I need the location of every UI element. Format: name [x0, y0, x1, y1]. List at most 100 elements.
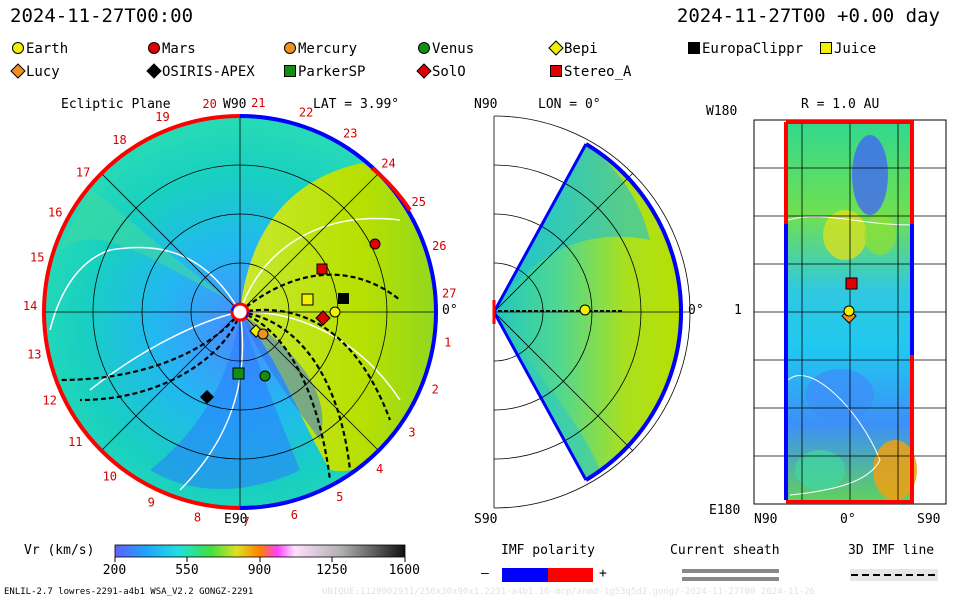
ecliptic-lat-label: LAT = 3.99°: [313, 97, 400, 112]
radial-w180-label: W180: [706, 104, 738, 119]
radial-s90-label: S90: [917, 512, 941, 527]
carrington-label: 8: [194, 511, 201, 525]
reference-time: 2024-11-27T00 +0.00 day: [676, 5, 940, 27]
diamond-marker-icon: [548, 40, 564, 56]
radial-stereo-a-marker: [845, 277, 858, 290]
carrington-label: 2: [432, 383, 439, 397]
carrington-label: 16: [48, 205, 62, 219]
radial-e180-label: E180: [709, 503, 741, 518]
imf-3d-line-label: 3D IMF line: [848, 543, 935, 558]
circle-marker-icon: [12, 42, 24, 54]
carrington-label: 17: [76, 165, 90, 179]
osiris-apex-marker: [200, 390, 214, 404]
ecliptic-spacecraft: [200, 238, 381, 404]
carrington-label: 25: [411, 195, 425, 209]
carrington-label: 7: [242, 515, 249, 529]
ecliptic-w90-label: W90: [223, 97, 247, 112]
carrington-label: 4: [376, 462, 383, 476]
legend-label: Mars: [162, 41, 196, 57]
legend-item-stereo-a: Stereo_A: [548, 63, 631, 80]
carrington-label: 18: [112, 133, 126, 147]
imf-polarity-key: [502, 568, 593, 582]
carrington-label: 26: [432, 239, 446, 253]
meridional-0deg-label: 0°: [688, 303, 704, 318]
carrington-label: 10: [103, 470, 117, 484]
model-info-footer: ENLIL-2.7 lowres-2291-a4b1 WSA_V2.2 GONG…: [4, 587, 254, 597]
legend-label: Lucy: [26, 64, 60, 80]
radial-map: [753, 119, 947, 505]
mars-marker: [369, 238, 381, 250]
vr-tick-label: 550: [175, 563, 199, 578]
mercury-marker: [257, 328, 269, 340]
ecliptic-0deg-label: 0°: [442, 303, 458, 318]
carrington-label: 20: [202, 97, 216, 111]
vr-colorbar-label: Vr (km/s): [24, 543, 95, 558]
carrington-label: 14: [23, 299, 37, 313]
legend-item-solo: SolO: [416, 63, 466, 80]
venus-marker: [259, 370, 271, 382]
legend-label: SolO: [432, 64, 466, 80]
radial-title: R = 1.0 AU: [801, 97, 880, 112]
ecliptic-disk: [42, 114, 438, 510]
meridional-lon-label: LON = 0°: [538, 97, 601, 112]
carrington-label: 27: [442, 287, 456, 301]
imf-plus-label: +: [599, 566, 607, 581]
meridional-wedge: [492, 115, 691, 509]
legend-item-osiris-apex: OSIRIS-APEX: [146, 63, 255, 80]
parker-marker: [232, 367, 245, 380]
square-marker-icon: [550, 65, 562, 77]
juice-marker: [301, 293, 314, 306]
legend-label: Earth: [26, 41, 69, 57]
legend-label: Stereo_A: [564, 64, 632, 80]
legend-item-mars: Mars: [146, 40, 196, 57]
carrington-label: 3: [408, 426, 415, 440]
radial-1-label: 1: [734, 303, 742, 318]
square-marker-icon: [820, 42, 832, 54]
vr-tick-label: 200: [102, 563, 127, 578]
imf-minus-label: –: [481, 566, 489, 581]
stereo-a-marker: [316, 263, 328, 275]
run-id-footer: UNIQUE:1129002931/256x30x90x1.2231-a4b1.…: [322, 587, 816, 597]
carrington-label: 24: [381, 157, 395, 171]
legend-label: Juice: [834, 41, 877, 57]
legend-item-mercury: Mercury: [282, 40, 357, 57]
legend-label: ParkerSP: [298, 64, 366, 80]
legend-label: Mercury: [298, 41, 358, 57]
meridional-earth-marker: [579, 304, 591, 316]
carrington-label: 1: [444, 335, 451, 349]
legend-item-earth: Earth: [10, 40, 68, 57]
legend-label: Bepi: [564, 41, 598, 57]
current-sheath-key: [682, 569, 779, 581]
meridional-s90-label: S90: [474, 512, 498, 527]
solo-marker: [315, 310, 331, 326]
carrington-label: 21: [251, 96, 265, 110]
carrington-label: 5: [336, 490, 343, 504]
legend-label: EuropaClippr: [702, 41, 804, 57]
diamond-marker-icon: [416, 63, 432, 79]
legend-item-venus: Venus: [416, 40, 474, 57]
circle-marker-icon: [418, 42, 430, 54]
carrington-label: 9: [148, 495, 155, 509]
diamond-marker-icon: [10, 63, 26, 79]
carrington-label: 11: [68, 435, 82, 449]
diamond-marker-icon: [146, 63, 162, 79]
square-marker-icon: [688, 42, 700, 54]
current-sheath-label: Current sheath: [670, 543, 780, 558]
radial-0deg-label: 0°: [840, 512, 856, 527]
carrington-label: 22: [299, 106, 313, 120]
legend-item-bepi: Bepi: [548, 40, 598, 57]
vr-colorbar: [114, 544, 406, 562]
vr-tick-label: 1250: [316, 563, 348, 578]
vr-tick-label: 1600: [388, 563, 420, 578]
ecliptic-e90-label: E90: [224, 512, 248, 527]
carrington-label: 13: [27, 348, 41, 362]
ecliptic-title: Ecliptic Plane: [61, 97, 171, 112]
legend-label: OSIRIS-APEX: [162, 64, 255, 80]
carrington-label: 12: [42, 394, 56, 408]
europa-clipper-marker: [338, 293, 349, 304]
imf-3d-line-key: [850, 569, 938, 581]
carrington-label: 23: [343, 126, 357, 140]
circle-marker-icon: [148, 42, 160, 54]
